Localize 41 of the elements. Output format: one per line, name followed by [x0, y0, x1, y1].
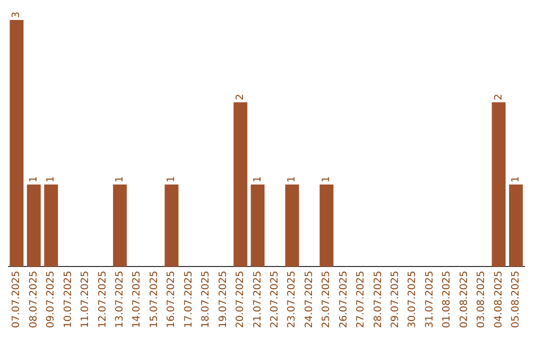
- x-tick-label: 21.07.2025: [252, 270, 264, 328]
- x-tick-label: 03.08.2025: [476, 270, 488, 328]
- x-tick-label: 15.07.2025: [148, 270, 160, 328]
- x-tick-label: 23.07.2025: [286, 270, 298, 328]
- x-tick-label: 09.07.2025: [46, 270, 57, 328]
- x-tick-label: 20.07.2025: [235, 270, 246, 328]
- data-label: 1: [166, 176, 178, 182]
- data-label: 1: [321, 176, 332, 182]
- x-tick-label: 12.07.2025: [97, 270, 108, 328]
- data-label: 1: [510, 176, 522, 182]
- data-label: 1: [252, 176, 264, 182]
- x-tick-label: 17.07.2025: [183, 270, 194, 328]
- x-tick-label: 30.07.2025: [407, 270, 418, 328]
- x-tick-label: 05.08.2025: [510, 270, 522, 328]
- x-tick-label: 14.07.2025: [132, 270, 143, 328]
- x-tick-label: 26.07.2025: [338, 270, 350, 328]
- x-tick-label: 31.07.2025: [424, 270, 436, 328]
- x-tick-label: 07.07.2025: [11, 270, 22, 328]
- data-label: 2: [235, 94, 246, 100]
- data-label: 1: [28, 176, 40, 182]
- x-tick-label: 27.07.2025: [356, 270, 367, 328]
- x-tick-label: 16.07.2025: [166, 270, 178, 328]
- x-tick-label: 25.07.2025: [321, 270, 332, 328]
- x-tick-label: 10.07.2025: [62, 270, 74, 328]
- x-tick-label: 13.07.2025: [114, 270, 126, 328]
- x-tick-label: 28.07.2025: [372, 270, 384, 328]
- data-label: 3: [11, 12, 22, 18]
- x-tick-label: 19.07.2025: [218, 270, 229, 328]
- x-tick-label: 02.08.2025: [458, 270, 470, 328]
- x-tick-label: 08.07.2025: [28, 270, 40, 328]
- x-tick-label: 29.07.2025: [390, 270, 401, 328]
- x-tick-label: 11.07.2025: [80, 270, 92, 328]
- x-tick-label: 22.07.2025: [269, 270, 280, 328]
- data-label: 2: [493, 94, 504, 100]
- data-label: 1: [286, 176, 298, 182]
- x-tick-label: 18.07.2025: [200, 270, 212, 328]
- x-tick-label: 04.08.2025: [493, 270, 504, 328]
- x-tick-label: 01.08.2025: [442, 270, 453, 328]
- data-label: 1: [46, 176, 57, 182]
- x-tick-label: 24.07.2025: [304, 270, 315, 328]
- data-label: 1: [114, 176, 126, 182]
